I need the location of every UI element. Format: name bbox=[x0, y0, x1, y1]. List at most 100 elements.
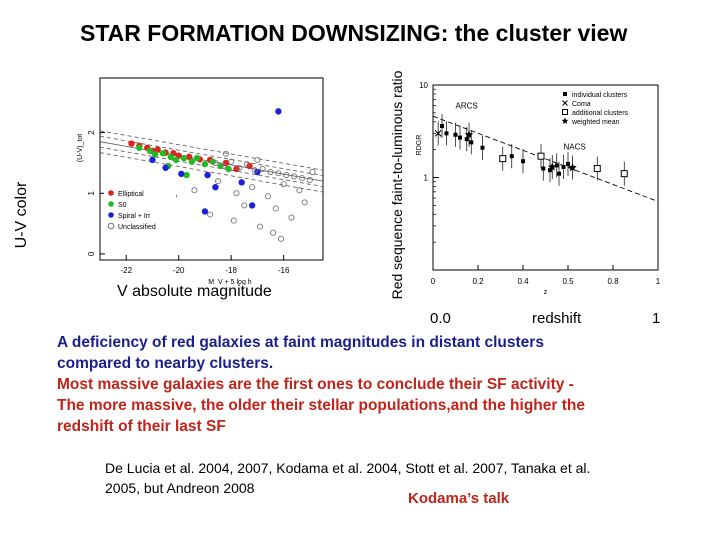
right-chart-x-range-end: 1 bbox=[652, 310, 661, 327]
data-point-spiral-irr bbox=[149, 156, 156, 164]
data-point-unclassified bbox=[230, 217, 237, 224]
data-point-additional-clusters bbox=[620, 170, 628, 178]
data-point-individual-clusters bbox=[561, 164, 566, 169]
data-point-elliptical bbox=[246, 162, 253, 170]
data-point-unclassified bbox=[280, 181, 287, 188]
data-point-unclassified bbox=[298, 175, 306, 182]
data-point-additional-clusters bbox=[499, 155, 507, 163]
data-point-weighted-mean bbox=[568, 163, 577, 172]
data-point-unclassified bbox=[275, 170, 282, 177]
data-point-individual-clusters bbox=[458, 135, 462, 140]
data-point-elliptical bbox=[222, 159, 230, 167]
left-chart-x-axis-label: V absolute magnitude bbox=[117, 283, 272, 300]
data-point-spiral-irr bbox=[204, 171, 211, 179]
legend-label: S0 bbox=[118, 202, 127, 209]
finding-paragraph: A deficiency of red galaxies at faint ma… bbox=[57, 332, 544, 374]
legend-marker bbox=[563, 92, 567, 96]
data-point-s0 bbox=[225, 165, 232, 173]
data-point-unclassified bbox=[256, 223, 264, 230]
data-point-unclassified bbox=[212, 159, 219, 166]
legend-marker bbox=[108, 201, 114, 207]
data-point-s0 bbox=[172, 156, 180, 164]
legend-marker bbox=[561, 117, 569, 124]
data-point-s0 bbox=[201, 160, 209, 168]
data-point-s0 bbox=[188, 158, 196, 165]
legend-label: Elliptical bbox=[118, 191, 144, 198]
reference-line: De Lucia et al. 2004, 2007, Kodama et al… bbox=[105, 460, 591, 476]
right-inner-x-label: z bbox=[544, 289, 548, 296]
x-tick-label: 1 bbox=[656, 277, 661, 286]
right-chart-points bbox=[434, 113, 628, 186]
data-point-unclassified bbox=[191, 187, 198, 194]
right-chart-axes: 0 0.2 0.4 0.5 0.8 1 10 1 z RDGR ARCS NACS bbox=[416, 81, 661, 296]
data-point-spiral-irr bbox=[248, 202, 256, 209]
annotation-label: ARCS bbox=[456, 101, 478, 110]
x-tick-label: 0.2 bbox=[472, 277, 484, 286]
interpretation-line: Most massive galaxies are the first ones… bbox=[57, 376, 574, 393]
data-point-s0 bbox=[193, 154, 201, 162]
data-point-unclassified bbox=[272, 205, 279, 212]
left-chart-axes: -22 -20 -18 -16 0 1 2 M_V + 5 log h (U-V)_tot bbox=[77, 77, 324, 285]
right-chart-legend: individual clusters Coma additional cluste… bbox=[561, 92, 629, 126]
data-point-s0 bbox=[180, 154, 188, 162]
data-point-unclassified bbox=[235, 164, 243, 171]
data-point-unclassified bbox=[267, 168, 274, 176]
data-point-individual-clusters bbox=[521, 159, 525, 164]
left-inner-y-label: (U-V)_tot bbox=[77, 134, 84, 162]
data-point-individual-clusters bbox=[509, 154, 514, 159]
data-point-spiral-irr bbox=[162, 164, 169, 171]
data-point-elliptical bbox=[154, 146, 161, 153]
y-tick-label: 2 bbox=[87, 130, 96, 135]
data-point-spiral-irr bbox=[201, 208, 209, 215]
red-sequence-line bbox=[99, 152, 324, 193]
legend-label: individual clusters bbox=[572, 92, 628, 99]
data-point-s0 bbox=[167, 153, 175, 161]
color-magnitude-chart: -22 -20 -18 -16 0 1 2 M_V + 5 log h (U-V)_tot El… bbox=[77, 77, 324, 285]
data-point-unclassified bbox=[270, 229, 277, 236]
data-point-unclassified bbox=[306, 176, 313, 183]
x-tick-label: 0.4 bbox=[517, 277, 529, 286]
data-point-s0 bbox=[136, 144, 143, 151]
data-point-unclassified bbox=[264, 193, 271, 200]
fit-line bbox=[432, 115, 659, 202]
data-point-s0 bbox=[146, 147, 154, 154]
data-point-unclassified bbox=[233, 190, 240, 197]
left-chart-y-axis-label: U-V color bbox=[13, 181, 30, 249]
data-point-unclassified bbox=[220, 162, 227, 170]
data-point-spiral-irr bbox=[254, 168, 261, 176]
legend-marker bbox=[108, 190, 114, 196]
red-sequence-line bbox=[99, 130, 324, 171]
finding-line: A deficiency of red galaxies at faint ma… bbox=[57, 334, 544, 351]
data-point-spiral-irr bbox=[178, 170, 185, 178]
y-tick-label: 10 bbox=[419, 81, 428, 90]
legend-marker bbox=[562, 100, 568, 106]
references: De Lucia et al. 2004, 2007, Kodama et al… bbox=[105, 458, 590, 498]
y-tick-label: 1 bbox=[424, 174, 429, 183]
data-point-unclassified bbox=[207, 211, 214, 218]
legend-label: weighted mean bbox=[571, 119, 620, 126]
x-tick-label: -18 bbox=[225, 266, 237, 275]
data-point-elliptical bbox=[128, 140, 135, 147]
legend-label: additional clusters bbox=[572, 110, 629, 117]
x-tick-label: 0.8 bbox=[607, 277, 619, 286]
data-point-unclassified bbox=[251, 167, 258, 174]
legend-label: Spiral + Irr bbox=[118, 213, 151, 220]
finding-line: compared to nearby clusters. bbox=[57, 355, 274, 372]
data-point-weighted-mean bbox=[464, 130, 474, 139]
annotation-label: NACS bbox=[564, 143, 586, 152]
legend-marker bbox=[562, 109, 568, 115]
data-point-individual-clusters bbox=[541, 166, 546, 171]
data-point-spiral-irr bbox=[212, 184, 219, 191]
interpretation-line: redshift of their last SF bbox=[57, 418, 226, 435]
data-point-additional-clusters bbox=[537, 152, 545, 160]
right-inner-y-label: RDGR bbox=[416, 135, 423, 156]
x-tick-label: 0.5 bbox=[562, 277, 574, 286]
left-chart-points bbox=[128, 108, 316, 242]
data-point-unclassified bbox=[254, 156, 261, 163]
data-point-unclassified bbox=[249, 184, 256, 191]
y-tick-label: 0 bbox=[87, 251, 96, 256]
red-sequence-line bbox=[99, 135, 324, 177]
data-point-additional-clusters bbox=[593, 165, 601, 173]
left-chart-frame bbox=[99, 77, 324, 261]
left-chart-legend: Elliptical S0 Spiral + Irr Unclassified bbox=[104, 187, 176, 237]
